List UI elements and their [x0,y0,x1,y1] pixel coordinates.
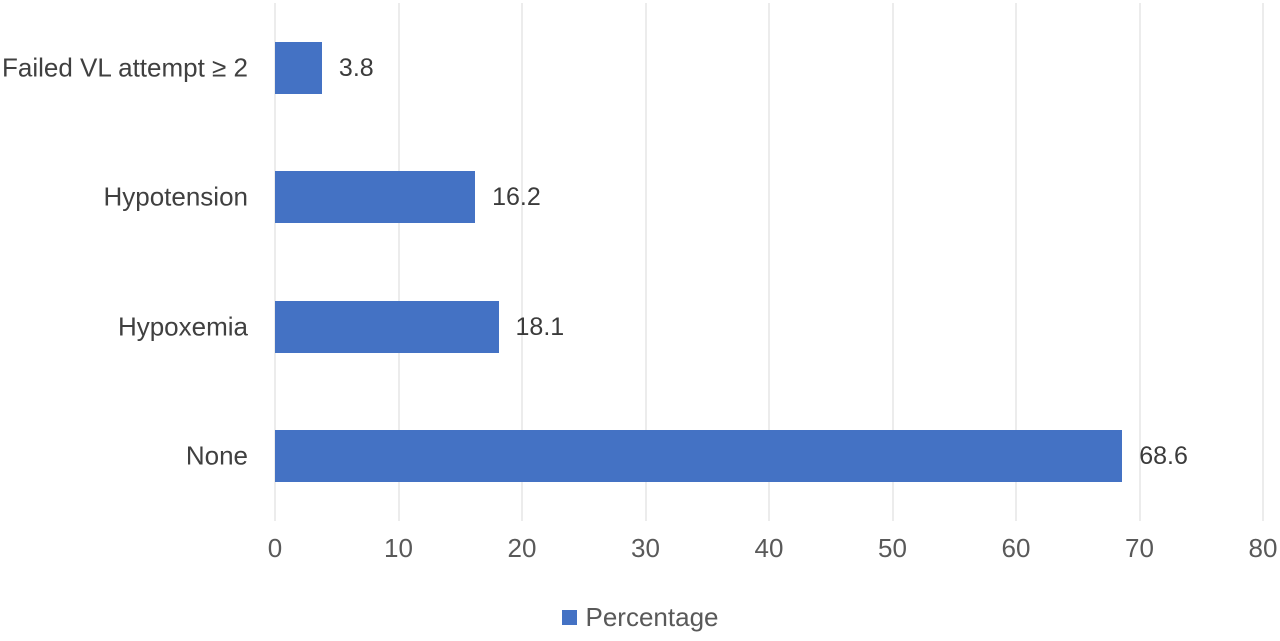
gridline [1139,3,1140,521]
gridline [892,3,893,521]
legend: Percentage [0,602,1280,633]
x-tick-label-80: 80 [1248,533,1278,563]
data-label-hypoxemia: 18.1 [515,312,565,341]
x-axis-labels: 0 10 20 30 40 50 60 70 80 [0,533,1280,569]
category-label-failed-vl-attempt-2: Failed VL attempt ≥ 2 [2,52,248,83]
gridline [398,3,399,521]
category-label-none: None [185,440,248,471]
x-tick-label-0: 0 [267,533,283,563]
gridline [768,3,770,521]
gridline [1262,3,1264,521]
category-label-hypotension: Hypotension [103,181,248,212]
bar-hypotension [275,171,476,224]
y-axis-labels: Failed VL attempt ≥ 2 Hypotension Hypoxemi… [0,3,248,521]
gridline [274,3,276,521]
bar-failed-vl-attempt-2 [275,41,322,94]
gridline [1015,3,1017,521]
legend-label: Percentage [585,602,719,632]
data-label-none: 68.6 [1139,442,1188,471]
gridline [521,3,523,521]
x-tick-label-50: 50 [878,533,907,563]
bar-none [275,430,1123,483]
category-label-hypoxemia: Hypoxemia [117,311,248,342]
x-tick-label-60: 60 [1001,533,1031,563]
x-tick-label-70: 70 [1125,533,1154,563]
data-label-hypotension: 16.2 [492,183,541,212]
plot-area: 3.8 16.2 18.1 68.6 [274,3,1264,521]
gridline [645,3,646,521]
x-tick-label-30: 30 [631,533,660,563]
x-tick-label-10: 10 [384,533,413,563]
x-tick-label-40: 40 [754,533,784,563]
bar-hypoxemia [275,300,499,353]
x-tick-label-20: 20 [507,533,537,563]
data-label-failed-vl-attempt-2: 3.8 [338,53,374,82]
legend-marker-icon [561,610,577,625]
